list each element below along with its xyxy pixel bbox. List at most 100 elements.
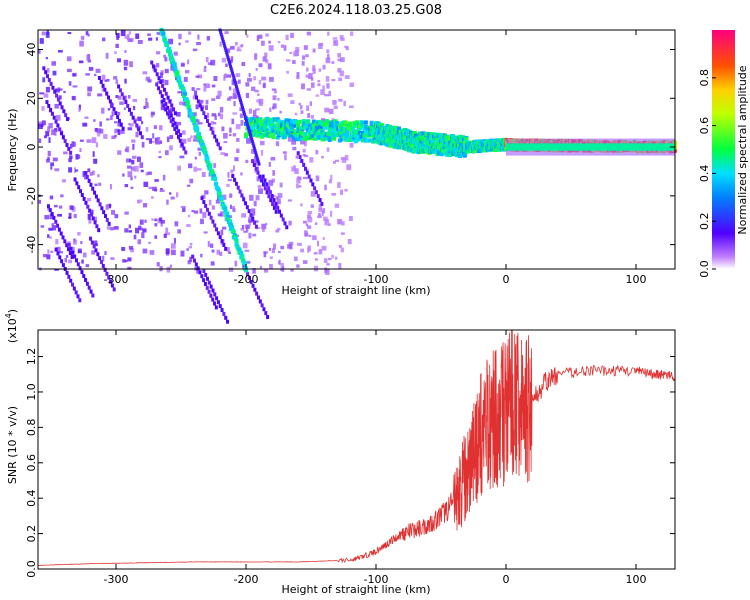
spectrogram-cell [164, 91, 168, 96]
spectrogram-cell [124, 100, 128, 105]
spectrogram-cell [175, 71, 180, 76]
spectrogram-cell [152, 133, 155, 139]
spectrogram-cell [202, 200, 206, 205]
spectrogram-cell [160, 94, 164, 99]
spectrogram-cell [127, 257, 132, 262]
spectrogram-cell [276, 196, 280, 200]
spectrogram-cell [171, 123, 175, 128]
spectrogram-cell [109, 115, 113, 121]
spectrogram-cell [217, 90, 222, 97]
spectrogram-cell [55, 238, 59, 245]
spectrogram-cell [207, 84, 211, 88]
spectrogram-cell [114, 51, 117, 54]
spectrogram-cell [279, 110, 282, 114]
spectrogram-cell [228, 251, 231, 254]
spectrogram-cell [235, 87, 239, 91]
spectrogram-cell [49, 236, 52, 239]
snr-panel: -300 -200 -100 0 100 0.0 0.2 0.4 0.6 0.8 1.0 1.2 H… [4, 309, 676, 596]
spectrogram-cell [173, 121, 177, 126]
spectrogram-cell [264, 311, 268, 316]
spectrogram-cell [254, 153, 258, 157]
spectrogram-cell [319, 126, 324, 131]
spectrogram-cell [310, 134, 315, 139]
spectrogram-cell [223, 44, 227, 48]
spectrogram-cell [55, 93, 59, 98]
spectrogram-cell [51, 129, 55, 136]
y-tick-label: 20 [25, 91, 38, 105]
spectrogram-cell [338, 244, 342, 248]
spectrogram-cell [197, 147, 202, 151]
spectrogram-cell [127, 171, 133, 178]
spectrogram-cell [234, 157, 239, 162]
spectrogram-cell [93, 73, 97, 77]
spectrogram-cell [337, 128, 342, 133]
spectrogram-cell [45, 100, 49, 105]
spectrogram-cell [229, 64, 233, 68]
spectrogram-cell [303, 132, 308, 137]
spectrogram-cell [283, 134, 287, 139]
spectrogram-cell [262, 229, 265, 232]
spectrogram-cell [265, 33, 269, 37]
spectrogram-cell [268, 162, 271, 167]
spectrogram-cell [71, 250, 75, 255]
spectrogram-cell [155, 72, 159, 77]
spectrogram-cell [314, 132, 319, 137]
spectrogram-cell [326, 120, 331, 125]
spectrogram-cell [213, 122, 217, 125]
spectrogram-cell [106, 118, 110, 121]
spectrogram-cell [347, 238, 352, 245]
spectrogram-cell [310, 191, 316, 197]
spectrogram-cell [103, 87, 107, 92]
colorbar-tick-label: 0.2 [698, 212, 711, 230]
spectrogram-cell [244, 268, 248, 273]
spectrogram-cell [238, 189, 242, 194]
spectrogram-cell [226, 74, 232, 78]
spectrogram-cell [332, 37, 338, 40]
spectrogram-cell [120, 30, 126, 37]
spectrogram-cell [210, 169, 215, 174]
spectrogram-cell [324, 221, 327, 226]
spectrogram-cell [140, 120, 144, 125]
spectrogram-cell [291, 138, 297, 145]
spectrogram-cell [243, 114, 247, 118]
spectrogram-cell [83, 171, 87, 176]
spectrogram-cell [246, 123, 250, 127]
spectrogram-cell [171, 117, 175, 122]
spectrogram-cell [72, 85, 78, 88]
spectrogram-cell [78, 107, 81, 112]
spectrogram-cell [296, 242, 302, 246]
spectrogram-cell [414, 133, 419, 138]
spectrogram-cell [137, 156, 141, 162]
spectrogram-cell [327, 31, 330, 36]
spectrogram-cell [300, 105, 303, 110]
spectrogram-cell [340, 232, 345, 235]
spectrogram-cell [170, 103, 174, 108]
spectrogram-cell [339, 57, 345, 63]
spectrogram-cell [291, 135, 296, 140]
spectrogram-cell [58, 50, 63, 53]
spectrogram-cell [132, 155, 137, 159]
spectrogram-cell [131, 115, 135, 120]
spectrogram-cell [215, 199, 220, 204]
spectrogram-cell [279, 182, 283, 188]
spectrogram-cell [91, 186, 95, 191]
spectrogram-cell [89, 172, 93, 176]
spectrogram-cell [209, 293, 213, 298]
spectrogram-cell [74, 167, 77, 174]
spectrogram-cell [230, 56, 234, 61]
spectrogram-cell [283, 221, 287, 226]
spectrogram-cell [224, 315, 228, 320]
spectrogram-cell [285, 225, 289, 230]
spectrogram-cell [295, 46, 300, 53]
spectrogram-cell [312, 68, 316, 74]
spectrogram-cell [132, 105, 136, 111]
spectrogram-cell [206, 276, 210, 281]
spectrogram-cell [152, 64, 156, 69]
spectrogram-cell [68, 212, 72, 219]
spectrogram-cell [251, 216, 255, 221]
spectrogram-cell [193, 210, 199, 214]
spectrogram-cell [318, 208, 323, 212]
spectrogram-cell [208, 166, 213, 171]
spectrogram-cell [187, 109, 192, 114]
spectrogram-cell [263, 178, 267, 183]
